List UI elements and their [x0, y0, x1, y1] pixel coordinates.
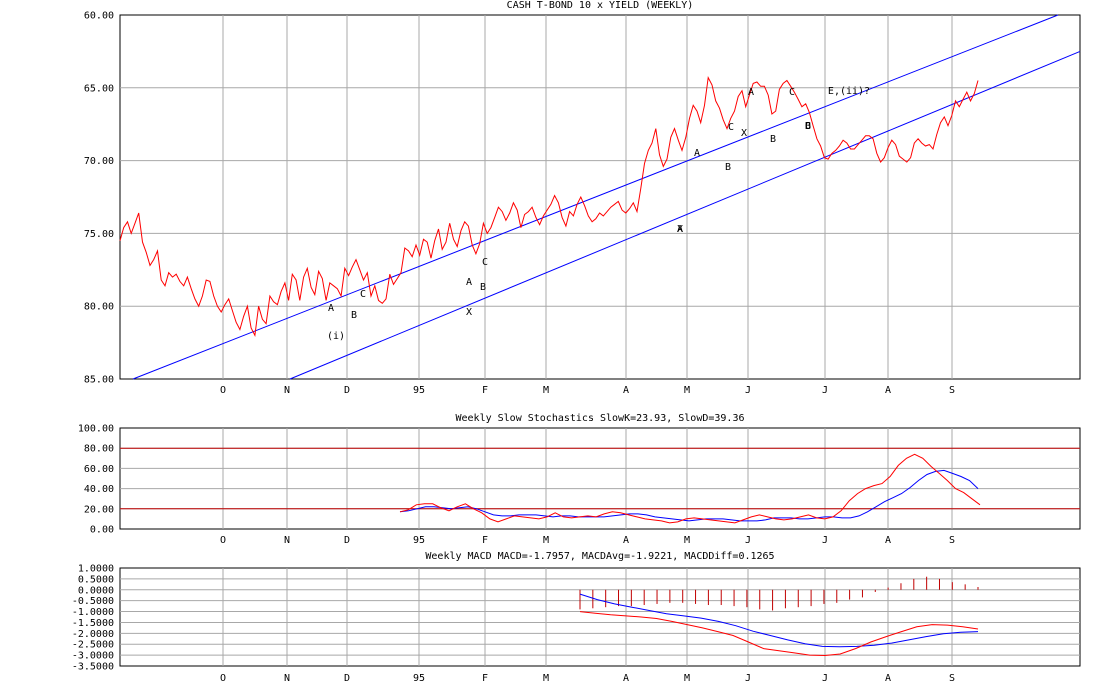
wave-annotation: C: [789, 87, 795, 98]
y-tick-label: 75.00: [84, 229, 114, 240]
plot-frame: [119, 14, 1081, 380]
wave-annotation: X: [741, 128, 747, 139]
x-tick-label: N: [284, 385, 290, 396]
y-tick-label: 65.00: [84, 83, 114, 94]
chart-title: Weekly Slow Stochastics SlowK=23.93, Slo…: [456, 413, 745, 424]
x-tick-label: A: [885, 673, 891, 684]
chart-title: Weekly MACD MACD=-1.7957, MACDAvg=-1.922…: [425, 551, 774, 562]
x-tick-label: 95: [413, 535, 425, 546]
wave-annotation: C: [728, 122, 734, 133]
wave-annotation: E,(ii)?: [828, 86, 870, 97]
y-tick-label: 0.0000: [78, 585, 114, 596]
x-tick-label: F: [482, 385, 488, 396]
x-tick-label: J: [745, 385, 751, 396]
wave-annotation: X: [677, 224, 683, 235]
y-tick-label: 60.00: [84, 11, 114, 22]
wave-annotation: X: [466, 307, 472, 318]
x-tick-label: M: [543, 535, 549, 546]
x-tick-label: A: [623, 673, 629, 684]
x-tick-label: J: [822, 673, 828, 684]
x-tick-label: M: [684, 535, 690, 546]
wave-annotation: B: [770, 134, 776, 145]
y-tick-label: 60.00: [84, 464, 114, 475]
x-tick-label: M: [543, 673, 549, 684]
x-tick-label: J: [822, 535, 828, 546]
y-tick-label: 0.00: [90, 525, 114, 536]
channel-line: [132, 14, 1059, 380]
plot-frame: [119, 567, 1081, 667]
x-tick-label: A: [885, 385, 891, 396]
y-tick-label: 80.00: [84, 444, 114, 455]
x-tick-label: O: [220, 385, 226, 396]
panel-3: 1.00000.50000.0000-0.5000-1.0000-1.5000-…: [72, 551, 1081, 684]
macd-avg-line: [579, 593, 979, 648]
chart-title: CASH T-BOND 10 x YIELD (WEEKLY): [507, 0, 694, 11]
x-tick-label: M: [684, 673, 690, 684]
x-tick-label: F: [482, 673, 488, 684]
wave-annotation: B: [805, 121, 811, 132]
x-tick-label: J: [745, 673, 751, 684]
y-tick-label: 100.00: [78, 424, 114, 435]
x-tick-label: J: [745, 535, 751, 546]
y-tick-label: -3.5000: [72, 662, 114, 673]
slowk-line: [399, 453, 981, 524]
wave-annotation: C: [805, 121, 811, 132]
wave-annotation: D: [805, 121, 811, 132]
y-tick-label: 1.0000: [78, 564, 114, 575]
x-tick-label: O: [220, 673, 226, 684]
x-tick-label: D: [344, 385, 350, 396]
x-tick-label: D: [344, 673, 350, 684]
slowd-line: [399, 469, 979, 522]
x-tick-label: S: [949, 673, 955, 684]
x-tick-label: S: [949, 385, 955, 396]
y-tick-label: 40.00: [84, 484, 114, 495]
x-tick-label: A: [623, 385, 629, 396]
channel-line: [289, 50, 1081, 380]
x-tick-label: M: [684, 385, 690, 396]
wave-annotation: B: [480, 282, 486, 293]
macd-line: [579, 611, 979, 657]
y-tick-label: -1.0000: [72, 607, 114, 618]
x-tick-label: A: [885, 535, 891, 546]
x-tick-label: 95: [413, 673, 425, 684]
wave-annotation: B: [351, 310, 357, 321]
wave-annotation: C: [360, 289, 366, 300]
y-tick-label: -2.0000: [72, 629, 114, 640]
plot-frame: [119, 427, 1081, 530]
wave-annotation: (i): [327, 331, 345, 342]
x-tick-label: 95: [413, 385, 425, 396]
wave-annotation: B: [725, 162, 731, 173]
price-line: [119, 75, 979, 337]
wave-annotation: A: [466, 277, 472, 288]
y-tick-label: 20.00: [84, 504, 114, 515]
x-tick-label: J: [822, 385, 828, 396]
x-tick-label: N: [284, 673, 290, 684]
y-tick-label: 85.00: [84, 375, 114, 386]
wave-annotation: A: [748, 87, 754, 98]
x-tick-label: S: [949, 535, 955, 546]
x-tick-label: O: [220, 535, 226, 546]
y-tick-label: 0.5000: [78, 574, 114, 585]
y-tick-label: -1.5000: [72, 618, 114, 629]
panel-1: 60.00 65.00 70.00 75.00 80.00 85.00 O N D 95 F M A M J…: [84, 0, 1081, 396]
y-tick-label: -3.0000: [72, 651, 114, 662]
wave-annotation: C: [482, 257, 488, 268]
wave-annotation: A: [694, 148, 700, 159]
wave-annotation: A: [677, 224, 683, 235]
x-tick-label: F: [482, 535, 488, 546]
y-tick-label: 80.00: [84, 302, 114, 313]
y-tick-label: -2.5000: [72, 640, 114, 651]
x-tick-label: N: [284, 535, 290, 546]
panel-2: 100.00 80.00 60.00 40.00 20.00 0.00 O N D 95 F M A M J…: [78, 413, 1081, 546]
x-tick-label: M: [543, 385, 549, 396]
y-tick-label: 70.00: [84, 156, 114, 167]
y-tick-label: -0.5000: [72, 596, 114, 607]
wave-annotation: A: [328, 303, 334, 314]
x-tick-label: D: [344, 535, 350, 546]
x-tick-label: A: [623, 535, 629, 546]
